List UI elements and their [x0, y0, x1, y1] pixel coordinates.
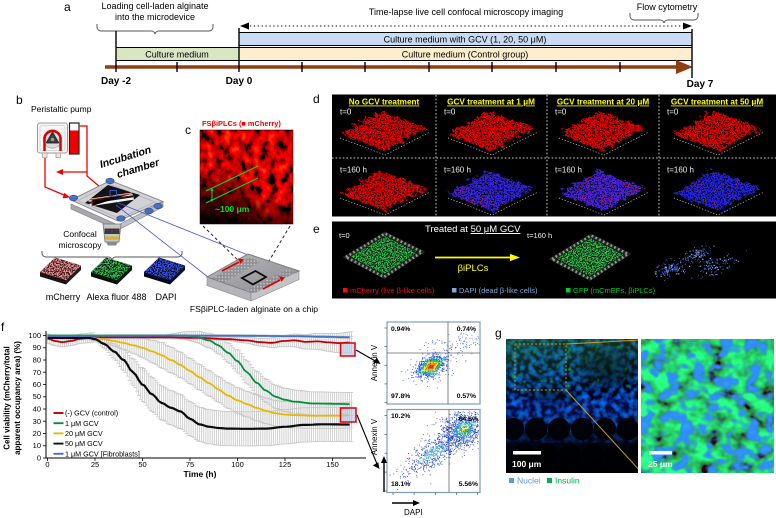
- svg-text:Time-lapse live cell confocal: Time-lapse live cell confocal microscopy…: [369, 7, 563, 17]
- svg-text:t=160 h: t=160 h: [555, 166, 582, 175]
- svg-text:50 μM GCV: 50 μM GCV: [65, 439, 103, 448]
- svg-text:50: 50: [33, 392, 41, 401]
- svg-text:90: 90: [33, 343, 41, 352]
- svg-text:60: 60: [33, 380, 41, 389]
- svg-text:64.8%: 64.8%: [459, 416, 478, 423]
- svg-text:Annexin V: Annexin V: [370, 418, 379, 455]
- svg-text:mCherry (live β-like cells): mCherry (live β-like cells): [350, 286, 435, 295]
- svg-text:GCV treatment at 50 μM: GCV treatment at 50 μM: [671, 98, 764, 107]
- svg-text:t=160 h: t=160 h: [667, 166, 694, 175]
- svg-text:Alexa fluor 488: Alexa fluor 488: [86, 292, 146, 302]
- svg-text:5.56%: 5.56%: [459, 481, 478, 488]
- svg-text:~100 μm: ~100 μm: [215, 204, 250, 214]
- svg-text:25 μm: 25 μm: [648, 459, 673, 469]
- svg-text:100: 100: [28, 331, 41, 340]
- svg-text:GCV treatment at 1 μM: GCV treatment at 1 μM: [447, 98, 535, 107]
- svg-text:20 μM GCV: 20 μM GCV: [65, 429, 103, 438]
- svg-text:GFP (mCmEFs, βiPLCs): GFP (mCmEFs, βiPLCs): [573, 286, 656, 295]
- svg-text:(-) GCV (control): (-) GCV (control): [65, 409, 118, 418]
- svg-text:97.8%: 97.8%: [391, 393, 410, 400]
- svg-text:75: 75: [186, 460, 194, 469]
- svg-text:FSβiPLCs (■ mCherry): FSβiPLCs (■ mCherry): [202, 119, 281, 128]
- svg-text:Day 0: Day 0: [226, 76, 253, 87]
- svg-text:18.1%: 18.1%: [391, 481, 410, 488]
- svg-text:Day 7: Day 7: [687, 79, 714, 90]
- svg-text:into the microdevice: into the microdevice: [115, 12, 195, 22]
- svg-text:Day -2: Day -2: [101, 76, 131, 87]
- svg-text:20: 20: [33, 429, 41, 438]
- svg-text:t=160 h: t=160 h: [527, 231, 552, 240]
- svg-text:0.74%: 0.74%: [457, 326, 476, 333]
- svg-text:No GCV treatment: No GCV treatment: [349, 98, 420, 107]
- svg-text:Cell viability (mCherry/total: Cell viability (mCherry/total: [3, 346, 12, 450]
- svg-text:10: 10: [33, 441, 41, 450]
- svg-text:FSβiPLC-laden alginate on a ch: FSβiPLC-laden alginate on a chip: [190, 304, 318, 314]
- svg-text:125: 125: [279, 460, 292, 469]
- svg-text:1 μM GCV: 1 μM GCV: [65, 419, 99, 428]
- svg-text:a: a: [64, 0, 71, 14]
- svg-text:80: 80: [33, 356, 41, 365]
- svg-text:0: 0: [37, 454, 41, 463]
- svg-text:t=0: t=0: [339, 231, 350, 240]
- svg-text:0: 0: [45, 460, 49, 469]
- svg-text:25: 25: [91, 460, 99, 469]
- svg-text:10.2%: 10.2%: [391, 413, 410, 420]
- svg-text:Culture medium with GCV (1, 20: Culture medium with GCV (1, 20, 50 μM): [384, 35, 547, 45]
- svg-text:0.94%: 0.94%: [391, 326, 410, 333]
- svg-text:100: 100: [231, 460, 244, 469]
- svg-text:Flow cytometry: Flow cytometry: [637, 2, 698, 12]
- svg-text:t=0: t=0: [444, 108, 456, 117]
- svg-text:40: 40: [33, 405, 41, 414]
- svg-text:Annexin V: Annexin V: [370, 344, 379, 381]
- svg-text:Insulin: Insulin: [555, 476, 580, 486]
- svg-text:Culture medium: Culture medium: [145, 50, 209, 60]
- svg-text:microscopy: microscopy: [59, 240, 103, 250]
- svg-text:c: c: [185, 123, 191, 137]
- svg-text:Confocal: Confocal: [63, 229, 97, 239]
- svg-text:t=160 h: t=160 h: [444, 166, 471, 175]
- svg-text:DAPI: DAPI: [404, 508, 423, 517]
- svg-text:Loading cell-laden alginate: Loading cell-laden alginate: [101, 1, 208, 11]
- svg-text:t=160 h: t=160 h: [340, 166, 367, 175]
- svg-text:Time (h): Time (h): [184, 469, 217, 479]
- svg-text:GCV treatment at 20 μM: GCV treatment at 20 μM: [557, 98, 650, 107]
- svg-text:DAPI (dead β-like cells): DAPI (dead β-like cells): [459, 286, 538, 295]
- svg-text:Nuclei: Nuclei: [517, 476, 541, 486]
- svg-text:70: 70: [33, 368, 41, 377]
- svg-text:b: b: [16, 93, 23, 107]
- svg-text:1 μM GCV [Fibroblasts]: 1 μM GCV [Fibroblasts]: [65, 449, 140, 458]
- svg-text:t=0: t=0: [555, 108, 567, 117]
- svg-text:apparent occupancy area) (%): apparent occupancy area) (%): [13, 341, 22, 455]
- svg-text:150: 150: [326, 460, 339, 469]
- svg-text:Culture medium (Control group): Culture medium (Control group): [402, 50, 529, 60]
- svg-text:t=0: t=0: [667, 108, 679, 117]
- svg-text:100 μm: 100 μm: [512, 459, 542, 469]
- svg-text:Treated at 50 μM GCV: Treated at 50 μM GCV: [425, 224, 521, 235]
- svg-text:0.57%: 0.57%: [457, 393, 476, 400]
- svg-text:βiPLCs: βiPLCs: [458, 263, 489, 274]
- svg-text:30: 30: [33, 417, 41, 426]
- svg-text:50: 50: [138, 460, 146, 469]
- svg-text:t=0: t=0: [340, 108, 352, 117]
- svg-text:DAPI: DAPI: [155, 292, 176, 302]
- svg-text:Peristaltic pump: Peristaltic pump: [31, 104, 92, 114]
- svg-text:mCherry: mCherry: [46, 292, 81, 302]
